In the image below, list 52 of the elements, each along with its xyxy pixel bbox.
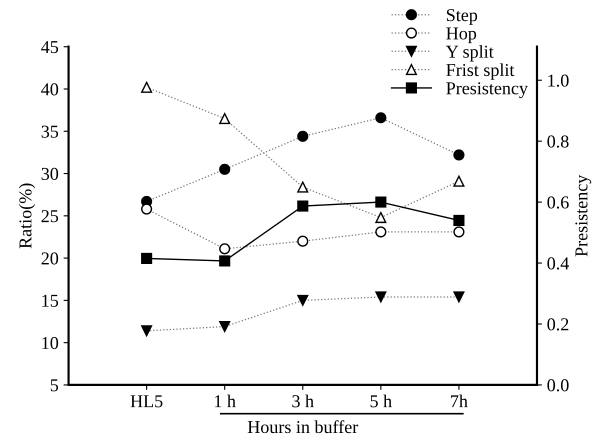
y2-axis-title: Presistency: [575, 174, 592, 256]
point: [141, 325, 152, 336]
point: [141, 82, 152, 93]
y-tick-label: 10: [42, 336, 58, 350]
y2-tick-label: 0.8: [547, 135, 569, 148]
x-axis-title: Hours in buffer: [248, 420, 358, 434]
point: [453, 226, 464, 238]
point: [141, 204, 152, 215]
x-tick-label: 7h: [451, 394, 468, 408]
point: [375, 291, 386, 303]
y-tick-label: 25: [42, 210, 58, 222]
point: [297, 200, 308, 212]
legend-label: Presistency: [446, 82, 528, 98]
y2-tick-label: 0.2: [547, 318, 568, 331]
point: [297, 130, 308, 142]
point: [375, 112, 386, 124]
point: [453, 291, 464, 303]
x-tick-label: 1 h: [214, 394, 236, 408]
point: [219, 255, 230, 266]
y-axis-title: Ratio(%): [18, 184, 36, 248]
y-tick-label: 45: [41, 41, 58, 54]
point: [375, 226, 386, 238]
point: [219, 164, 230, 175]
x-tick-label: 5 h: [370, 394, 392, 408]
point: [375, 196, 386, 208]
y2-tick-label: 1.0: [548, 74, 569, 87]
y2-tick-label: 0.0: [547, 379, 569, 392]
y2-tick-label: 0.4: [547, 257, 570, 270]
point: [375, 212, 386, 224]
point: [297, 294, 308, 306]
y2-tick-label: 0.6: [547, 196, 569, 209]
x-tick-label: 3 h: [292, 394, 314, 408]
y-tick-label: 5: [50, 379, 58, 392]
y-tick-label: 15: [42, 294, 58, 307]
point: [453, 149, 464, 161]
point: [297, 236, 308, 247]
x-tick-label: HL5: [130, 395, 162, 408]
point: [141, 252, 152, 264]
point: [297, 182, 308, 193]
legend-label: Frist split: [446, 63, 514, 80]
legend-label: Y split: [446, 45, 494, 62]
y-tick-label: 20: [42, 252, 58, 265]
y-tick-label: 30: [42, 168, 58, 180]
point: [219, 243, 230, 254]
point: [453, 176, 464, 187]
legend-label: Step: [446, 9, 478, 25]
y-tick-label: 35: [42, 126, 58, 138]
point: [219, 321, 230, 332]
point: [219, 113, 230, 124]
point: [453, 214, 464, 226]
legend-label: Hop: [446, 28, 476, 44]
y-tick-label: 40: [41, 83, 58, 96]
